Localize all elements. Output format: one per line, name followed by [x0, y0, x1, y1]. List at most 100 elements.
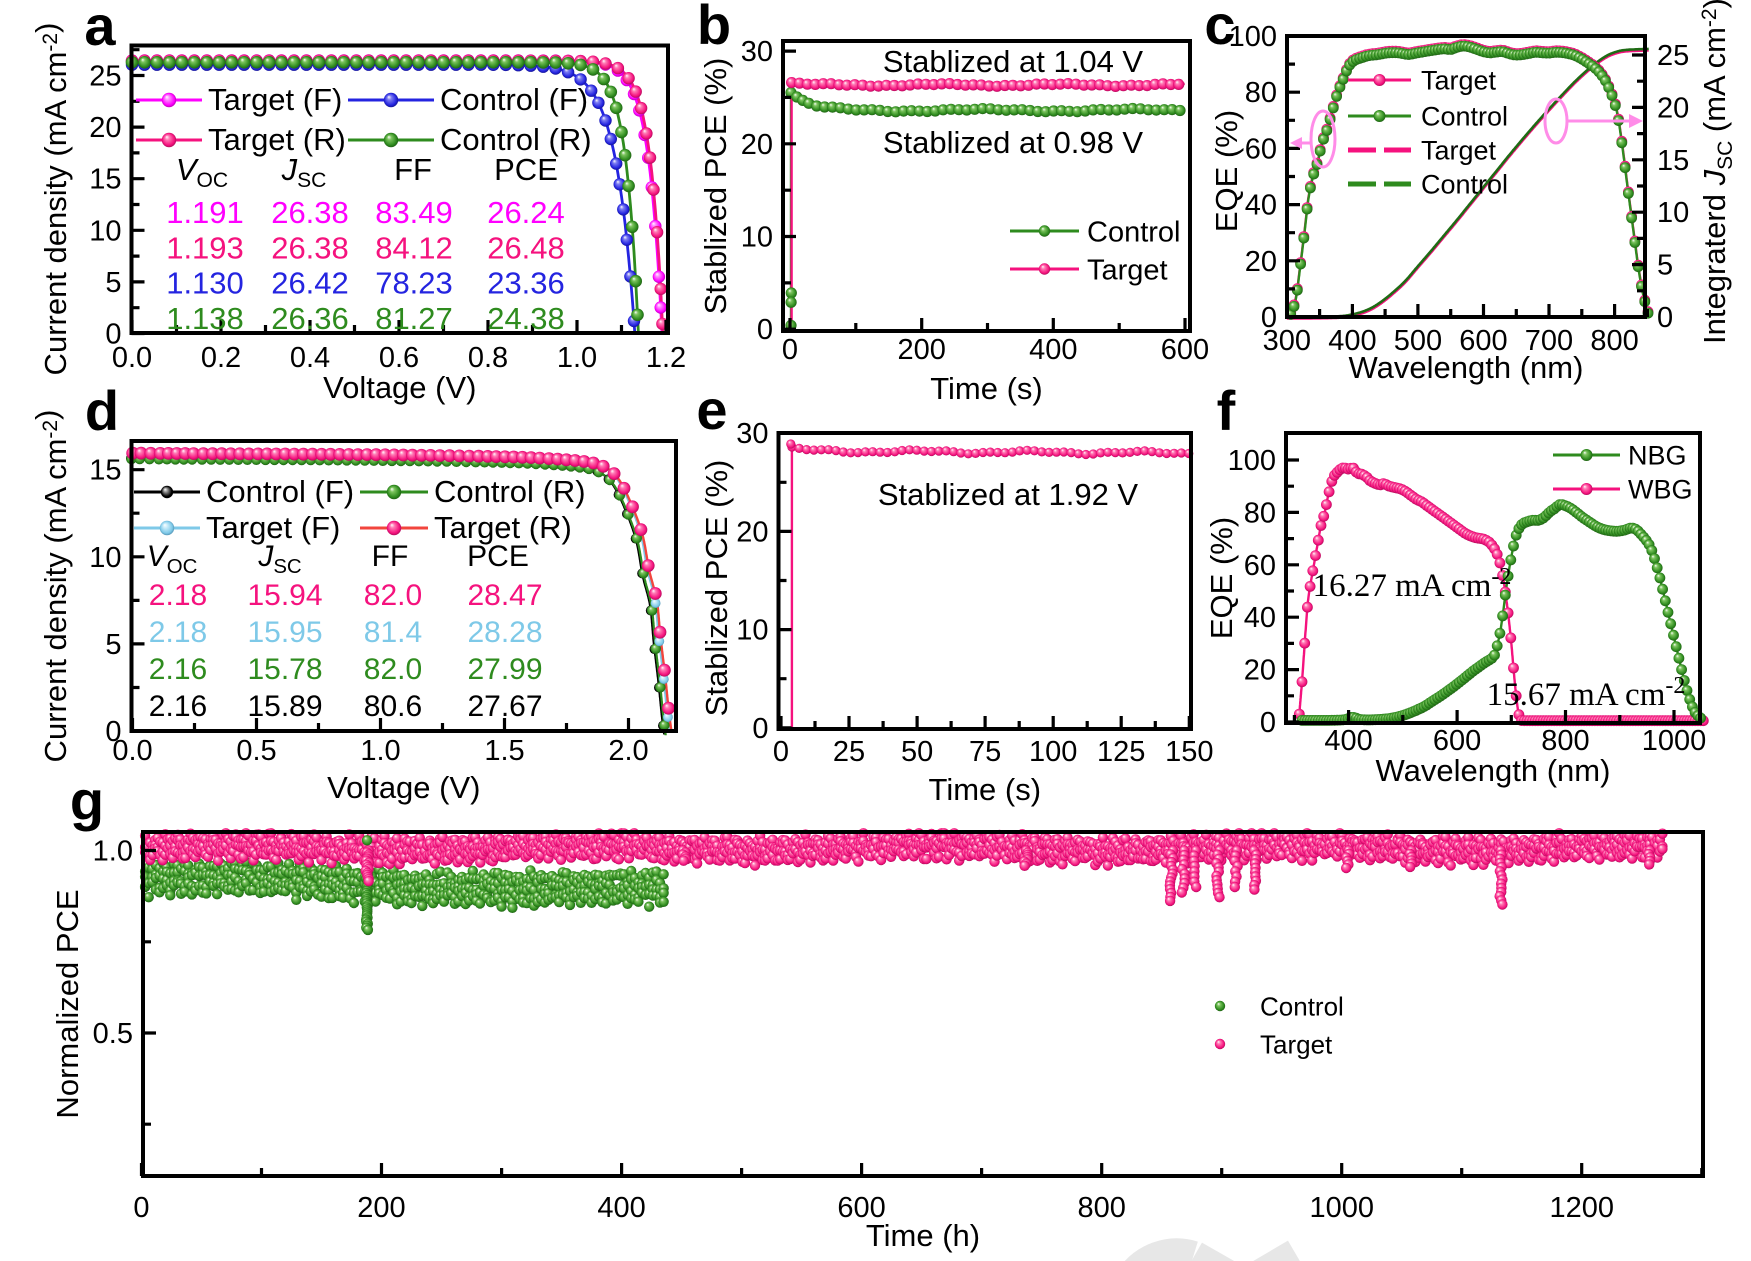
svg-text:d: d: [85, 379, 119, 442]
svg-text:Wavelength (nm): Wavelength (nm): [1349, 350, 1584, 385]
svg-text:300: 300: [1263, 325, 1311, 357]
svg-text:500: 500: [1394, 325, 1442, 357]
svg-text:2.16: 2.16: [149, 653, 207, 686]
svg-text:FF: FF: [394, 152, 432, 187]
svg-text:0: 0: [1260, 707, 1276, 739]
svg-text:FF: FF: [372, 540, 409, 573]
svg-text:10: 10: [1657, 197, 1689, 229]
svg-text:0: 0: [752, 713, 768, 745]
svg-text:5: 5: [105, 629, 121, 661]
svg-text:Target (R): Target (R): [208, 122, 346, 157]
svg-text:2.0: 2.0: [608, 735, 648, 767]
svg-text:0: 0: [105, 716, 121, 748]
svg-text:15.95: 15.95: [247, 616, 322, 649]
svg-text:0: 0: [782, 334, 798, 366]
svg-text:60: 60: [1245, 133, 1277, 165]
svg-text:Time (h): Time (h): [866, 1218, 980, 1253]
svg-text:Target: Target: [1260, 1030, 1333, 1060]
svg-text:5: 5: [1657, 250, 1673, 282]
svg-text:100: 100: [1229, 21, 1277, 53]
svg-text:25: 25: [833, 736, 865, 768]
svg-text:26.36: 26.36: [271, 301, 349, 336]
svg-text:15: 15: [1657, 145, 1689, 177]
svg-text:1.193: 1.193: [166, 230, 244, 265]
svg-text:82.0: 82.0: [364, 653, 422, 686]
svg-text:0.4: 0.4: [290, 342, 330, 374]
svg-text:Integraterd JSC (mA cm-2): Integraterd JSC (mA cm-2): [1697, 0, 1737, 344]
svg-text:800: 800: [1541, 725, 1589, 757]
svg-text:2.18: 2.18: [149, 579, 207, 612]
svg-text:24.38: 24.38: [487, 301, 565, 336]
svg-text:1.191: 1.191: [166, 195, 244, 230]
svg-text:Target (F): Target (F): [208, 82, 342, 117]
svg-text:0.5: 0.5: [236, 735, 276, 767]
svg-text:60: 60: [1244, 550, 1276, 582]
svg-text:e: e: [696, 378, 727, 441]
svg-text:200: 200: [898, 334, 946, 366]
svg-text:0.0: 0.0: [112, 735, 152, 767]
svg-text:0: 0: [133, 1192, 149, 1224]
svg-text:80.6: 80.6: [364, 690, 422, 723]
svg-text:Wavelength (nm): Wavelength (nm): [1376, 753, 1611, 788]
svg-text:Time (s): Time (s): [930, 371, 1043, 406]
svg-text:Control (R): Control (R): [434, 474, 586, 509]
svg-text:20: 20: [741, 129, 773, 161]
svg-text:83.49: 83.49: [375, 195, 453, 230]
svg-text:15.78: 15.78: [247, 653, 322, 686]
svg-text:27.99: 27.99: [467, 653, 542, 686]
svg-text:NBG: NBG: [1628, 441, 1687, 471]
svg-text:Stablized at 1.92 V: Stablized at 1.92 V: [878, 477, 1139, 512]
svg-text:10: 10: [736, 615, 768, 647]
svg-text:EQE (%): EQE (%): [1209, 110, 1244, 232]
svg-text:30: 30: [736, 418, 768, 450]
svg-text:Target (F): Target (F): [206, 510, 340, 545]
svg-text:VOC: VOC: [147, 540, 198, 578]
svg-text:1.2: 1.2: [646, 342, 686, 374]
svg-text:75: 75: [969, 736, 1001, 768]
svg-text:20: 20: [89, 112, 121, 144]
svg-text:26.42: 26.42: [271, 266, 349, 301]
svg-text:15: 15: [89, 455, 121, 487]
svg-text:84.12: 84.12: [375, 230, 453, 265]
svg-text:1000: 1000: [1642, 725, 1707, 757]
svg-text:0: 0: [757, 314, 773, 346]
svg-text:15.94: 15.94: [247, 579, 322, 612]
svg-text:PCE: PCE: [494, 152, 558, 187]
svg-text:EQE (%): EQE (%): [1204, 517, 1239, 639]
svg-text:Target (R): Target (R): [434, 510, 572, 545]
svg-text:20: 20: [1244, 655, 1276, 687]
svg-text:800: 800: [1590, 325, 1638, 357]
svg-text:600: 600: [1433, 725, 1481, 757]
svg-text:26.48: 26.48: [487, 230, 565, 265]
svg-text:0: 0: [1657, 302, 1673, 334]
svg-text:78.23: 78.23: [375, 266, 453, 301]
svg-text:700: 700: [1525, 325, 1573, 357]
svg-text:200: 200: [357, 1192, 405, 1224]
svg-text:400: 400: [597, 1192, 645, 1224]
svg-text:26.38: 26.38: [271, 195, 349, 230]
svg-text:20: 20: [1245, 246, 1277, 278]
svg-text:0: 0: [773, 736, 789, 768]
svg-text:15: 15: [89, 164, 121, 196]
svg-text:Control (R): Control (R): [440, 122, 592, 157]
svg-text:600: 600: [1161, 334, 1209, 366]
svg-text:100: 100: [1029, 736, 1077, 768]
svg-text:1.5: 1.5: [484, 735, 524, 767]
svg-text:40: 40: [1245, 190, 1277, 222]
svg-text:WBG: WBG: [1628, 475, 1693, 505]
svg-text:26.24: 26.24: [487, 195, 565, 230]
svg-text:Control (F): Control (F): [206, 474, 354, 509]
svg-text:0.6: 0.6: [379, 342, 419, 374]
svg-text:Control: Control: [1421, 102, 1508, 132]
svg-text:20: 20: [1657, 92, 1689, 124]
svg-text:25: 25: [1657, 40, 1689, 72]
svg-text:VOC: VOC: [176, 152, 228, 192]
svg-text:26.38: 26.38: [271, 230, 349, 265]
svg-text:28.28: 28.28: [467, 616, 542, 649]
svg-text:5: 5: [105, 267, 121, 299]
svg-text:Control: Control: [1421, 170, 1508, 200]
svg-text:15.89: 15.89: [247, 690, 322, 723]
svg-text:Stablized at 0.98 V: Stablized at 0.98 V: [883, 125, 1144, 160]
svg-text:0: 0: [105, 319, 121, 351]
svg-text:82.0: 82.0: [364, 579, 422, 612]
